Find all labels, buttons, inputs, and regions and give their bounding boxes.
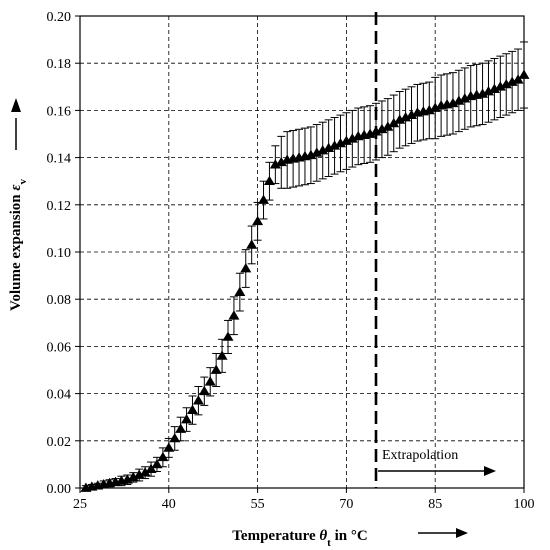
x-tick-label: 70 xyxy=(339,497,353,512)
x-tick-labels: 25 40 55 70 85 100 xyxy=(73,488,535,512)
data-point xyxy=(186,404,198,414)
y-tick-label: 0.04 xyxy=(47,388,72,403)
y-tick-label: 0.20 xyxy=(47,10,72,25)
x-tick-label: 40 xyxy=(162,497,176,512)
y-tick-label: 0.18 xyxy=(47,57,72,72)
data-point xyxy=(494,81,506,91)
data-point xyxy=(263,175,275,186)
x-tick-label: 25 xyxy=(73,497,87,512)
data-point xyxy=(133,469,145,479)
x-axis-arrow xyxy=(418,528,468,538)
data-point xyxy=(234,286,246,296)
data-point xyxy=(198,385,210,396)
data-point xyxy=(228,310,240,320)
data-point xyxy=(376,123,388,134)
extrapolation-label: Extrapolation xyxy=(382,448,458,463)
data-point xyxy=(252,215,264,226)
data-point xyxy=(388,117,400,128)
data-point xyxy=(482,86,494,96)
data-point xyxy=(169,432,181,443)
y-tick-label: 0.14 xyxy=(47,152,72,167)
data-point xyxy=(163,442,175,452)
y-axis-title: Volume expansion εv xyxy=(8,179,29,311)
data-point xyxy=(447,97,459,108)
data-point xyxy=(340,135,352,145)
data-point xyxy=(305,149,317,160)
data-point xyxy=(222,331,234,341)
x-tick-label: 55 xyxy=(251,497,265,512)
data-point xyxy=(275,156,287,167)
data-point xyxy=(210,364,222,374)
data-point xyxy=(346,133,358,143)
data-point xyxy=(127,471,139,482)
data-point xyxy=(121,474,133,484)
data-point xyxy=(400,111,412,122)
error-bars xyxy=(81,41,528,489)
y-tick-label: 0.10 xyxy=(47,246,72,261)
x-axis-title: Temperature θt in °C xyxy=(232,528,367,549)
data-point xyxy=(506,76,518,86)
data-point xyxy=(240,263,252,273)
y-tick-label: 0.00 xyxy=(47,482,72,497)
data-point xyxy=(157,451,169,462)
data-point xyxy=(488,83,500,94)
data-point xyxy=(512,74,524,84)
y-tick-labels: 0.00 0.02 0.04 0.06 0.08 0.10 0.12 0.14 0.16 0.18… xyxy=(47,10,80,497)
y-tick-label: 0.06 xyxy=(47,340,72,355)
y-tick-label: 0.12 xyxy=(47,199,72,214)
data-point xyxy=(459,93,471,103)
data-point xyxy=(329,140,341,150)
x-tick-label: 85 xyxy=(428,497,442,512)
data-point xyxy=(429,102,441,112)
y-tick-label: 0.02 xyxy=(47,435,72,450)
data-point xyxy=(269,159,281,169)
data-point xyxy=(317,145,329,155)
data-point xyxy=(423,104,435,115)
data-point xyxy=(246,239,258,249)
data-point xyxy=(370,126,382,136)
data-point xyxy=(151,458,163,469)
data-point xyxy=(394,114,406,124)
data-point xyxy=(334,137,346,148)
data-markers xyxy=(80,69,530,492)
data-point xyxy=(192,395,204,405)
data-point xyxy=(382,121,394,131)
data-point xyxy=(139,467,151,477)
data-point xyxy=(500,78,512,89)
x-tick-label: 100 xyxy=(514,497,535,512)
y-axis-arrow xyxy=(11,98,21,150)
data-point xyxy=(406,109,418,119)
extrapolation-arrow xyxy=(378,466,496,476)
data-point xyxy=(181,414,193,424)
data-point xyxy=(477,88,489,98)
data-point xyxy=(323,142,335,153)
y-tick-label: 0.08 xyxy=(47,293,72,308)
y-tick-label: 0.16 xyxy=(47,104,72,119)
data-point xyxy=(216,350,228,360)
data-point xyxy=(258,194,270,204)
data-point xyxy=(175,423,187,433)
grid xyxy=(80,16,524,488)
data-point xyxy=(145,463,157,473)
data-point xyxy=(453,95,465,105)
data-point xyxy=(311,147,323,157)
data-point xyxy=(204,376,216,386)
data-point xyxy=(364,128,376,138)
